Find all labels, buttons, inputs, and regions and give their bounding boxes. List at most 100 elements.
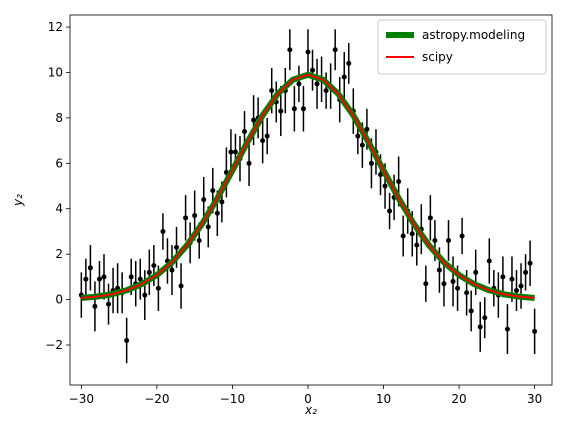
data-point (83, 276, 89, 282)
data-point (106, 301, 112, 307)
x-tick-label: −10 (220, 392, 245, 406)
data-point (400, 233, 406, 239)
data-point (137, 276, 143, 282)
y-axis-label: y₂ (11, 194, 25, 207)
data-point (332, 47, 338, 53)
data-point (523, 269, 529, 275)
data-point (291, 106, 297, 112)
y-tick-label: 2 (55, 247, 63, 261)
data-point (246, 160, 252, 166)
legend-box (377, 19, 547, 75)
data-point (196, 238, 202, 244)
y-tick-label: 0 (55, 293, 63, 307)
y-tick-label: 12 (48, 20, 63, 34)
data-point (205, 224, 211, 230)
data-point (532, 328, 538, 334)
data-point (146, 269, 152, 275)
data-point (160, 228, 166, 234)
data-point (477, 324, 483, 330)
data-point (101, 274, 107, 280)
data-point (251, 117, 257, 123)
data-point (124, 337, 130, 343)
data-point (450, 278, 456, 284)
x-tick-label: 10 (376, 392, 391, 406)
data-point (459, 233, 465, 239)
y-tick-label: 4 (55, 202, 63, 216)
data-point (242, 129, 248, 135)
data-point (518, 283, 524, 289)
data-point (178, 283, 184, 289)
data-point (355, 133, 361, 139)
data-point (346, 60, 352, 66)
data-point (500, 274, 506, 280)
data-point (232, 149, 238, 155)
data-point (364, 126, 370, 132)
data-point (169, 267, 175, 273)
legend-label: astropy.modeling (422, 28, 525, 42)
data-point (305, 49, 311, 55)
data-point (310, 67, 316, 73)
data-point (142, 292, 148, 298)
data-point (287, 47, 293, 53)
data-point (128, 274, 134, 280)
data-point (382, 183, 388, 189)
x-tick-label: 20 (451, 392, 466, 406)
data-point (427, 215, 433, 221)
x-tick-label: −30 (69, 392, 94, 406)
data-point (219, 199, 225, 205)
data-point (423, 281, 429, 287)
data-point (278, 108, 284, 114)
data-point (441, 281, 447, 287)
data-point (432, 238, 438, 244)
data-point (174, 244, 180, 250)
data-point (314, 81, 320, 87)
data-point (378, 172, 384, 178)
data-point (96, 276, 102, 282)
data-point (323, 88, 329, 94)
data-point (504, 326, 510, 332)
y-tick-label: 6 (55, 156, 63, 170)
data-point (151, 263, 157, 269)
fit-line (81, 73, 535, 300)
y-tick-label: 10 (48, 65, 63, 79)
data-point (513, 288, 519, 294)
y-tick-label: 8 (55, 111, 63, 125)
data-point (468, 308, 474, 314)
data-point (359, 142, 365, 148)
data-point (509, 276, 515, 282)
data-point (341, 74, 347, 80)
data-point (92, 303, 98, 309)
y-tick-label: −2 (45, 338, 63, 352)
x-tick-label: 0 (304, 392, 312, 406)
data-point (482, 315, 488, 321)
data-point (396, 178, 402, 184)
data-point (214, 210, 220, 216)
data-point (455, 285, 461, 291)
data-point (155, 285, 161, 291)
data-point (296, 81, 302, 87)
data-point (192, 213, 198, 219)
x-tick-label: −20 (144, 392, 169, 406)
plot-frame (69, 14, 553, 386)
legend-label: scipy (422, 50, 453, 64)
data-point (527, 260, 533, 266)
data-point (87, 265, 93, 271)
data-point (300, 106, 306, 112)
data-point (414, 242, 420, 248)
data-point (269, 88, 275, 94)
data-point (486, 258, 492, 264)
data-point (228, 149, 234, 155)
data-point (201, 197, 207, 203)
data-point (264, 133, 270, 139)
data-point (260, 138, 266, 144)
data-point (445, 238, 451, 244)
data-point (473, 269, 479, 275)
data-point (210, 188, 216, 194)
data-point (368, 160, 374, 166)
data-point (409, 231, 415, 237)
data-point (464, 290, 470, 296)
data-point (436, 267, 442, 273)
data-point (387, 208, 393, 214)
x-tick-label: 30 (527, 392, 542, 406)
